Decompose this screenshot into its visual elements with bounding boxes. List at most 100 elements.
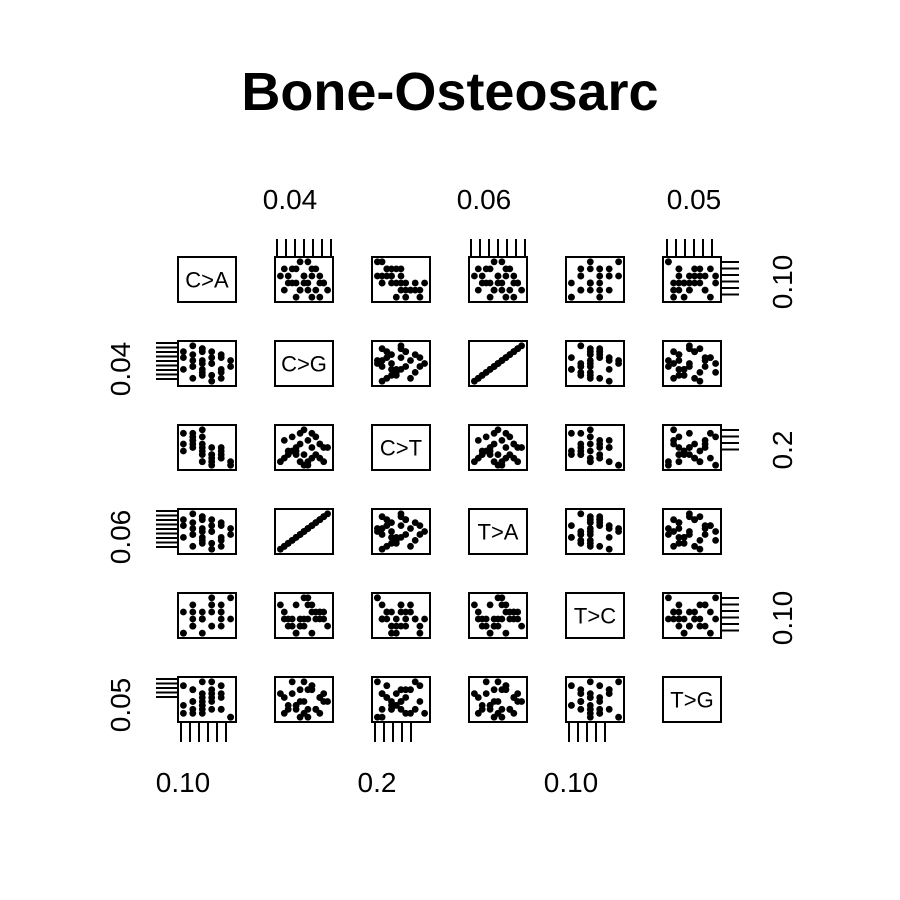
data-point: [388, 272, 395, 280]
data-point: [675, 615, 683, 623]
data-point: [217, 622, 225, 630]
panel-frame: [177, 256, 237, 303]
data-point: [180, 702, 187, 709]
data-point: [577, 510, 585, 518]
data-point: [494, 678, 502, 686]
data-point: [180, 348, 187, 356]
panel-frame: [274, 508, 334, 555]
data-point: [388, 702, 395, 709]
panel-frame: [662, 256, 722, 303]
data-point: [478, 705, 486, 713]
data-point: [208, 348, 216, 356]
data-point: [208, 622, 216, 630]
data-point: [696, 601, 704, 609]
data-point: [675, 534, 683, 541]
panel-6-5: [565, 676, 625, 723]
data-point: [675, 622, 683, 630]
data-point: [388, 608, 395, 616]
data-point: [304, 705, 312, 713]
data-point: [397, 265, 405, 273]
variable-label: T>G: [670, 688, 713, 713]
data-point: [316, 272, 324, 280]
panel-6-1: [177, 676, 237, 723]
data-point: [498, 286, 506, 294]
data-point: [605, 705, 613, 713]
data-point: [691, 516, 698, 524]
right-axis-label: 0.2: [767, 431, 798, 470]
data-point: [696, 513, 704, 521]
data-point: [691, 374, 698, 382]
data-point: [296, 698, 304, 705]
panel-2-1: [177, 340, 237, 387]
data-point: [665, 363, 672, 370]
data-point: [605, 534, 613, 541]
data-point: [586, 447, 594, 455]
data-point: [665, 357, 672, 364]
data-point: [189, 542, 197, 550]
data-point: [701, 354, 709, 361]
data-point: [402, 363, 410, 370]
data-point: [615, 678, 622, 686]
data-point: [378, 615, 386, 623]
axis-ticks: [721, 429, 739, 451]
data-point: [596, 265, 604, 273]
data-point: [586, 713, 594, 721]
panel-1-5: [565, 256, 625, 303]
data-point: [320, 279, 328, 287]
data-point: [502, 601, 510, 609]
data-point: [227, 615, 235, 623]
data-point: [280, 286, 288, 294]
data-point: [312, 286, 320, 294]
data-point: [707, 522, 714, 529]
data-point: [208, 360, 216, 367]
data-point: [402, 516, 410, 524]
data-point: [208, 522, 216, 529]
data-point: [494, 594, 502, 602]
panel-5-5: T>C: [565, 592, 625, 639]
data-point: [388, 534, 395, 541]
data-point: [407, 286, 414, 294]
data-point: [397, 279, 405, 287]
data-point: [696, 272, 704, 280]
panel-3-1: [177, 424, 237, 471]
data-point: [686, 622, 693, 630]
data-point: [180, 629, 187, 637]
data-point: [665, 615, 672, 623]
data-point: [208, 601, 216, 609]
panel-frame: [565, 256, 625, 303]
data-point: [707, 608, 714, 616]
data-point: [304, 437, 312, 444]
data-point: [411, 351, 419, 358]
data-point: [217, 447, 225, 455]
data-point: [180, 522, 187, 529]
data-point: [568, 682, 575, 690]
data-point: [518, 286, 525, 294]
data-point: [296, 258, 304, 266]
data-point: [471, 272, 478, 280]
data-point: [402, 615, 410, 623]
panel-frame: [177, 592, 237, 639]
data-point: [189, 351, 197, 358]
data-point: [217, 542, 225, 550]
data-point: [498, 279, 506, 287]
panel-frame: [274, 676, 334, 723]
data-point: [397, 354, 405, 361]
data-point: [675, 272, 683, 280]
data-point: [407, 374, 414, 382]
data-point: [568, 279, 575, 287]
data-point: [180, 608, 187, 616]
data-point: [280, 694, 288, 701]
data-point: [277, 272, 284, 280]
axis-ticks: [721, 597, 739, 632]
data-point: [388, 528, 395, 535]
data-point: [596, 522, 604, 529]
data-point: [208, 678, 216, 686]
data-point: [665, 258, 672, 266]
data-point: [217, 374, 225, 382]
data-point: [586, 351, 594, 358]
panel-frame: [371, 256, 431, 303]
data-point: [217, 682, 225, 690]
data-point: [482, 265, 490, 273]
data-point: [227, 363, 235, 370]
data-point: [374, 272, 381, 280]
